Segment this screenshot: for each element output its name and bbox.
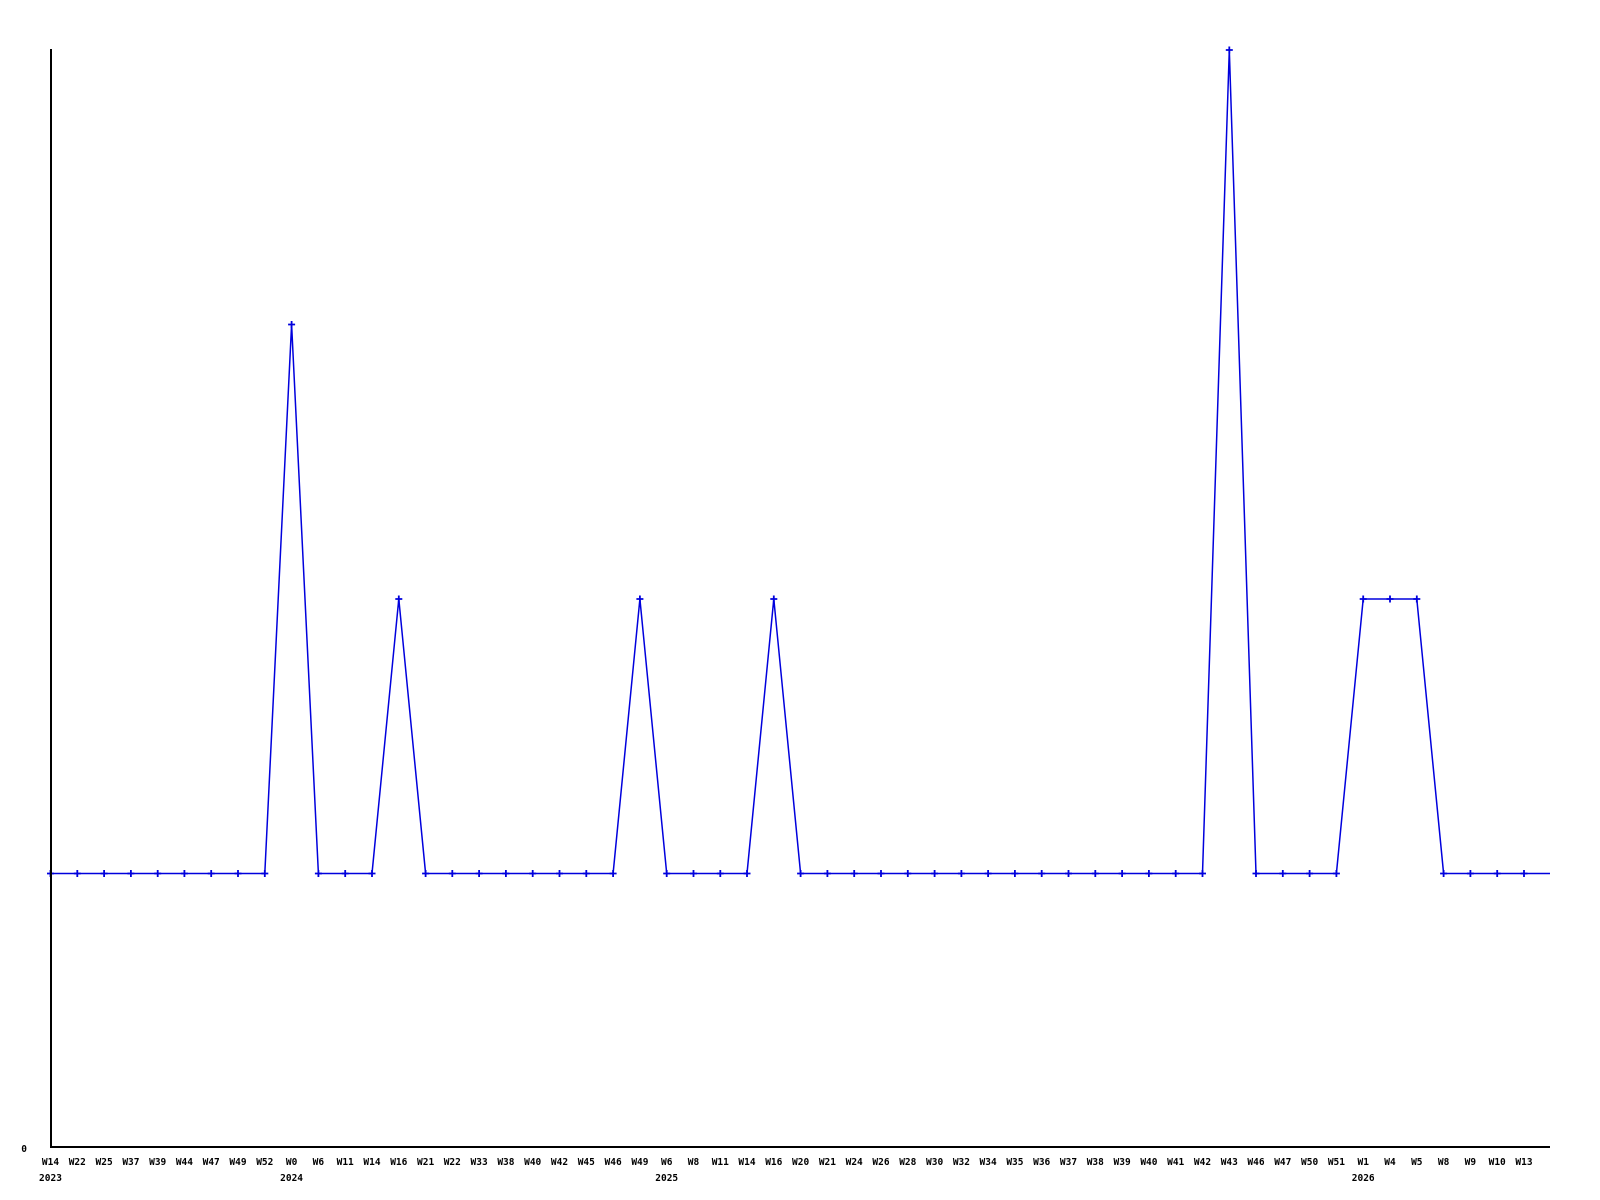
x-axis-tick-label: W22	[444, 1157, 461, 1168]
x-axis-tick-label: W47	[203, 1157, 220, 1168]
x-axis-tick-label: W42	[551, 1157, 568, 1168]
x-axis-tick-label: W45	[578, 1157, 595, 1168]
x-axis-year-label: 2025	[655, 1173, 678, 1184]
x-axis-tick-label: W9	[1465, 1157, 1477, 1168]
x-axis-year-label: 2026	[1352, 1173, 1375, 1184]
x-axis-tick-label: W30	[926, 1157, 943, 1168]
x-axis-tick-label: W42	[1194, 1157, 1211, 1168]
x-axis-year-label: 2023	[39, 1173, 62, 1184]
x-axis-tick-label: W16	[765, 1157, 782, 1168]
x-axis-tick-label: W37	[1060, 1157, 1077, 1168]
x-axis-tick-label: W33	[471, 1157, 488, 1168]
x-axis-tick-label: W10	[1489, 1157, 1506, 1168]
x-axis-tick-label: W46	[605, 1157, 622, 1168]
x-axis-tick-label: W52	[256, 1157, 273, 1168]
x-axis-tick-label: W50	[1301, 1157, 1318, 1168]
x-axis-tick-label: W39	[149, 1157, 166, 1168]
x-axis-tick-label: W8	[688, 1157, 700, 1168]
x-axis-tick-label: W14	[363, 1157, 380, 1168]
x-axis-tick-label: W28	[899, 1157, 916, 1168]
x-axis-tick-label: W14	[42, 1157, 59, 1168]
y-axis-zero-label: 0	[21, 1144, 27, 1155]
x-axis-tick-label: W46	[1247, 1157, 1264, 1168]
x-axis-tick-label: W36	[1033, 1157, 1050, 1168]
x-axis-tick-label: W34	[980, 1157, 997, 1168]
x-axis-tick-label: W21	[417, 1157, 434, 1168]
x-axis-tick-label: W16	[390, 1157, 407, 1168]
x-axis-tick-label: W41	[1167, 1157, 1184, 1168]
x-axis-tick-label: W40	[1140, 1157, 1157, 1168]
x-axis-tick-label: W11	[337, 1157, 354, 1168]
x-axis-tick-label: W24	[846, 1157, 863, 1168]
x-axis-tick-label: W35	[1006, 1157, 1023, 1168]
series-line	[50, 49, 1550, 875]
x-axis-tick-label: W26	[872, 1157, 889, 1168]
x-axis-tick-label: W49	[631, 1157, 648, 1168]
x-axis-tick-label: W22	[69, 1157, 86, 1168]
x-axis-tick-label: W5	[1411, 1157, 1423, 1168]
x-axis-tick-label: W8	[1438, 1157, 1450, 1168]
x-axis-tick-label: W4	[1384, 1157, 1396, 1168]
x-axis-tick-label: W51	[1328, 1157, 1345, 1168]
data-point-markers	[47, 46, 1528, 877]
x-axis-tick-label: W38	[1087, 1157, 1104, 1168]
x-axis-year-label: 2024	[280, 1173, 303, 1184]
x-axis-tick-label: W47	[1274, 1157, 1291, 1168]
x-axis-tick-label: W14	[738, 1157, 755, 1168]
x-axis-tick-label: W44	[176, 1157, 193, 1168]
x-axis-tick-label: W0	[286, 1157, 298, 1168]
x-axis-tick-label: W11	[712, 1157, 729, 1168]
x-axis-tick-label: W38	[497, 1157, 514, 1168]
x-axis-tick-label: W1	[1357, 1157, 1369, 1168]
x-axis-tick-label: W6	[661, 1157, 673, 1168]
x-axis-tick-label: W21	[819, 1157, 836, 1168]
x-axis-tick-label: W40	[524, 1157, 541, 1168]
x-axis-tick-label: W20	[792, 1157, 809, 1168]
x-axis-tick-label: W43	[1221, 1157, 1238, 1168]
x-axis-tick-label: W32	[953, 1157, 970, 1168]
x-axis-tick-label: W39	[1114, 1157, 1131, 1168]
x-axis-tick-label: W13	[1515, 1157, 1532, 1168]
x-axis-tick-label: W37	[122, 1157, 139, 1168]
x-axis-tick-label: W25	[96, 1157, 113, 1168]
x-axis-tick-label: W49	[229, 1157, 246, 1168]
x-axis-tick-label: W6	[313, 1157, 325, 1168]
